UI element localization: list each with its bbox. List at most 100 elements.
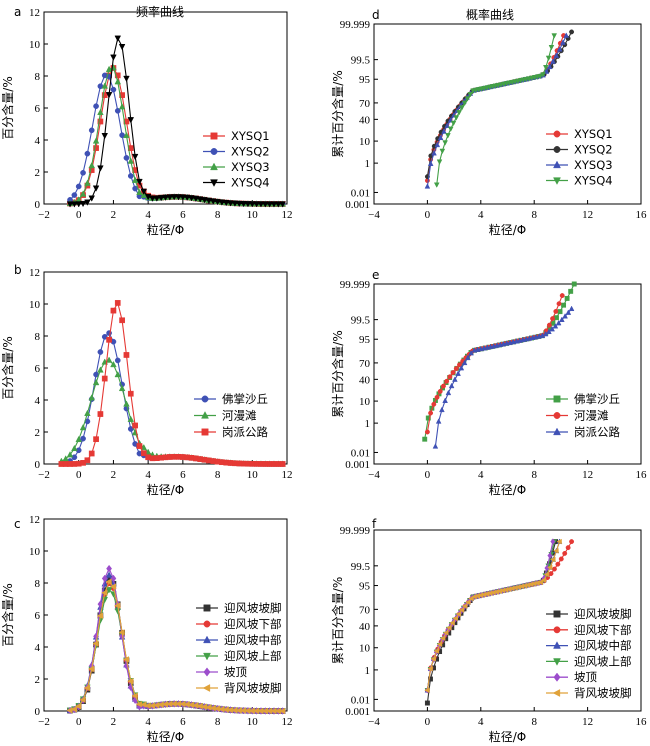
chart-panel-c: −2 0 2 4 6 8 10 12024681012粒径/Φ百分含量/%c迎风坡坡脚迎风坡下… [0,514,293,744]
data-point [123,400,130,407]
data-point [114,602,121,609]
data-point [127,415,135,422]
y-tick-label: 0.01 [351,694,370,706]
data-point [114,72,121,79]
data-point [97,108,104,116]
data-point [439,148,446,155]
data-point [88,450,95,457]
data-point [547,552,553,559]
data-point [131,176,139,183]
data-point [75,201,82,208]
data-point [244,201,252,208]
legend-label: XYSQ2 [231,145,270,159]
plot-frame [373,23,642,205]
data-point [93,436,99,443]
data-point [140,443,148,451]
legend-entry: XYSQ1 [203,129,270,143]
data-point [110,54,117,61]
x-tick-label: 16 [636,716,648,728]
legend-entry: XYSQ4 [203,176,270,190]
legend-entry: XYSQ4 [546,174,613,188]
x-tick-label: −4 [368,209,380,221]
chart-title: 频率曲线 [136,4,184,19]
data-point [106,336,112,343]
data-point [559,293,565,298]
data-point [565,545,571,551]
data-point [452,376,458,382]
y-tick-label: 10 [359,643,371,655]
legend-label: 坡顶 [574,670,597,684]
legend-marker [553,658,561,666]
legend-entry: 坡顶 [196,665,247,679]
series-4 [424,539,558,694]
x-tick-label: 4 [478,716,484,728]
data-point [540,72,546,78]
data-point [127,173,134,179]
data-point [123,75,130,83]
data-point [549,325,555,332]
legend-label: XYSQ4 [574,174,613,188]
data-point [88,665,95,673]
data-point [101,82,109,89]
x-axis-label: 粒径/Φ [489,729,527,744]
series-line [426,295,563,433]
data-point [540,577,547,583]
data-point [96,612,104,620]
data-point [448,382,455,389]
data-point [105,571,113,578]
panel-label: f [372,517,377,531]
data-point [97,118,104,125]
data-point [537,579,543,586]
data-point [80,169,86,176]
data-point [188,195,195,202]
data-point [537,73,544,80]
data-point [231,200,239,207]
data-point [453,366,459,372]
data-point [235,200,243,208]
y-axis-label: 百分含量/% [0,336,15,399]
data-point [88,394,96,401]
data-point [105,65,113,72]
y-tick-label: 10 [29,546,41,558]
legend-marker [553,641,561,649]
y-axis-label: 百分含量/% [0,76,15,139]
data-point [553,308,559,314]
data-point [553,52,560,58]
data-point [105,92,113,99]
legend-entry: 迎风坡上部 [196,649,282,663]
data-point [136,178,143,186]
data-point [432,443,439,449]
data-point [127,117,135,124]
data-point [162,194,169,201]
data-point [214,199,221,206]
data-point [84,409,91,416]
data-point [446,624,452,631]
legend-label: 岗派公路 [574,425,620,439]
data-point [279,201,286,208]
data-point [118,384,126,392]
legend-marker [201,428,209,436]
data-point [431,401,437,407]
series-line [426,35,567,187]
data-point [270,201,278,208]
data-point [464,96,471,102]
data-point [84,457,91,464]
legend-marker [553,672,561,682]
data-point [560,39,566,45]
y-tick-label: 40 [359,114,371,126]
data-point [546,63,553,70]
data-point [558,556,564,562]
data-point [563,32,570,38]
y-tick-label: 6 [35,103,41,115]
series-line [426,541,555,691]
legend-marker [201,411,209,419]
x-tick-label: 8 [531,716,537,728]
data-point [427,665,433,672]
legend-entry: 河漫滩 [194,409,257,423]
series-line [426,541,561,691]
data-point [205,197,213,205]
data-point [114,107,121,114]
y-axis-label: 百分含量/% [0,583,15,646]
y-tick-label: 95 [359,581,371,593]
